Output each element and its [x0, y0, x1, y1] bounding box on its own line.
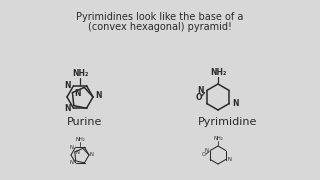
Text: N: N	[64, 81, 70, 90]
Text: N: N	[232, 99, 239, 108]
Text: N: N	[70, 160, 74, 165]
Text: O: O	[196, 93, 202, 102]
Text: Pyrimidine: Pyrimidine	[198, 117, 258, 127]
Text: (convex hexagonal) pyramid!: (convex hexagonal) pyramid!	[88, 22, 232, 32]
Text: N: N	[64, 104, 70, 113]
Text: N: N	[204, 148, 208, 153]
Text: NH₂: NH₂	[213, 136, 223, 141]
Text: Pyrimidines look like the base of a: Pyrimidines look like the base of a	[76, 12, 244, 22]
Text: N: N	[197, 86, 204, 95]
Text: NH₂: NH₂	[210, 68, 226, 77]
Text: N: N	[70, 145, 74, 150]
Text: NH₂: NH₂	[75, 137, 85, 142]
Text: N: N	[90, 152, 94, 156]
Text: NH₂: NH₂	[72, 69, 88, 78]
Text: N: N	[228, 157, 232, 162]
Text: Purine: Purine	[67, 117, 103, 127]
Text: N: N	[76, 150, 80, 156]
Text: O: O	[202, 152, 206, 158]
Text: N: N	[75, 89, 81, 98]
Text: N: N	[95, 91, 101, 100]
